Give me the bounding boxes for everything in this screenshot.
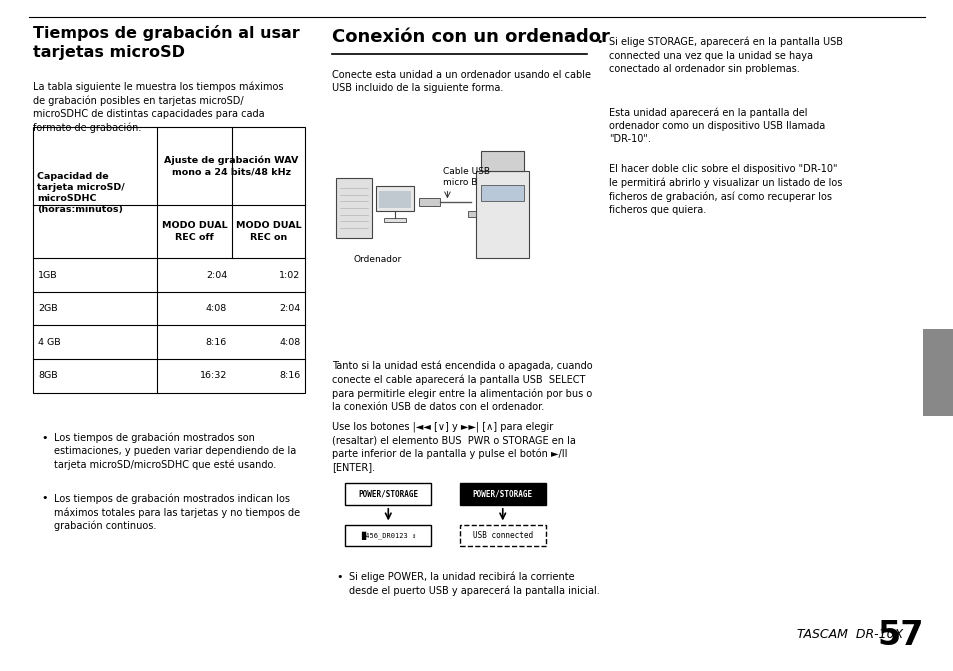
Text: MODO DUAL
REC off: MODO DUAL REC off	[162, 221, 227, 242]
Text: 2:04: 2:04	[206, 270, 227, 280]
Bar	[468, 211, 476, 217]
Text: •: •	[596, 37, 602, 47]
Text: Esta unidad aparecerá en la pantalla del
ordenador como un dispositivo USB llama: Esta unidad aparecerá en la pantalla del…	[608, 107, 824, 144]
Text: Use los botones |◄◄ [∨] y ►►| [∧] para elegir
(resaltar) el elemento BUS  PWR o : Use los botones |◄◄ [∨] y ►►| [∧] para e…	[332, 421, 576, 472]
Bar	[378, 191, 411, 208]
Text: USB connected: USB connected	[472, 531, 533, 540]
Bar	[383, 218, 406, 222]
Text: Si elige POWER, la unidad recibirá la corriente
desde el puerto USB y aparecerá : Si elige POWER, la unidad recibirá la co…	[349, 572, 599, 596]
Text: Tiempos de grabación al usar
tarjetas microSD: Tiempos de grabación al usar tarjetas mi…	[33, 25, 300, 60]
Bar	[375, 186, 414, 211]
Bar	[480, 185, 523, 201]
Text: 4:08: 4:08	[279, 338, 300, 347]
Text: 57: 57	[876, 619, 923, 652]
Text: La tabla siguiente le muestra los tiempos máximos
de grabación posibles en tarje: La tabla siguiente le muestra los tiempo…	[33, 82, 284, 134]
Text: •: •	[41, 433, 48, 443]
Bar	[480, 151, 523, 171]
Bar	[459, 483, 545, 505]
Text: Ordenador: Ordenador	[354, 255, 401, 264]
Text: •: •	[336, 572, 343, 582]
Text: 4 GB: 4 GB	[38, 338, 61, 347]
Text: Si elige STORAGE, aparecerá en la pantalla USB
connected una vez que la unidad s: Si elige STORAGE, aparecerá en la pantal…	[608, 37, 841, 74]
Bar	[459, 525, 545, 546]
Text: Cable USB
micro B: Cable USB micro B	[442, 167, 489, 187]
Text: POWER/STORAGE: POWER/STORAGE	[472, 489, 533, 499]
Text: 8:16: 8:16	[279, 371, 300, 380]
Bar	[922, 329, 953, 416]
Text: 2GB: 2GB	[38, 304, 58, 313]
Text: Tanto si la unidad está encendida o apagada, cuando
conecte el cable aparecerá l: Tanto si la unidad está encendida o apag…	[332, 361, 592, 413]
Bar	[335, 178, 372, 238]
Text: Los tiempos de grabación mostrados indican los
máximos totales para las tarjetas: Los tiempos de grabación mostrados indic…	[54, 493, 300, 531]
Text: 8GB: 8GB	[38, 371, 58, 380]
Text: Conexión con un ordenador: Conexión con un ordenador	[332, 28, 609, 46]
Text: TASCAM  DR-10X: TASCAM DR-10X	[796, 628, 902, 641]
Text: Ajuste de grabación WAV
mono a 24 bits/48 kHz: Ajuste de grabación WAV mono a 24 bits/4…	[164, 156, 298, 176]
Text: •: •	[41, 493, 48, 503]
Text: Los tiempos de grabación mostrados son
estimaciones, y pueden variar dependiendo: Los tiempos de grabación mostrados son e…	[54, 433, 296, 470]
Text: Capacidad de
tarjeta microSD/
microSDHC
(horas:minutos): Capacidad de tarjeta microSD/ microSDHC …	[37, 172, 125, 214]
Text: El hacer doble clic sobre el dispositivo "DR-10"
le permitirá abrirlo y visualiz: El hacer doble clic sobre el dispositivo…	[608, 164, 841, 215]
Text: 1GB: 1GB	[38, 270, 58, 280]
Bar	[33, 127, 305, 393]
Bar	[345, 483, 431, 505]
Bar	[418, 198, 439, 206]
Bar	[476, 171, 528, 258]
Text: 16:32: 16:32	[199, 371, 227, 380]
Text: 1:02: 1:02	[279, 270, 300, 280]
Text: Conecte esta unidad a un ordenador usando el cable
USB incluido de la siguiente : Conecte esta unidad a un ordenador usand…	[332, 70, 590, 93]
Text: 2:04: 2:04	[279, 304, 300, 313]
Text: 8:16: 8:16	[206, 338, 227, 347]
Text: 4:08: 4:08	[206, 304, 227, 313]
Text: MODO DUAL
REC on: MODO DUAL REC on	[235, 221, 301, 242]
Bar	[345, 525, 431, 546]
Text: POWER/STORAGE: POWER/STORAGE	[357, 489, 418, 499]
Text: █456_DR0123 ↕: █456_DR0123 ↕	[360, 531, 416, 539]
